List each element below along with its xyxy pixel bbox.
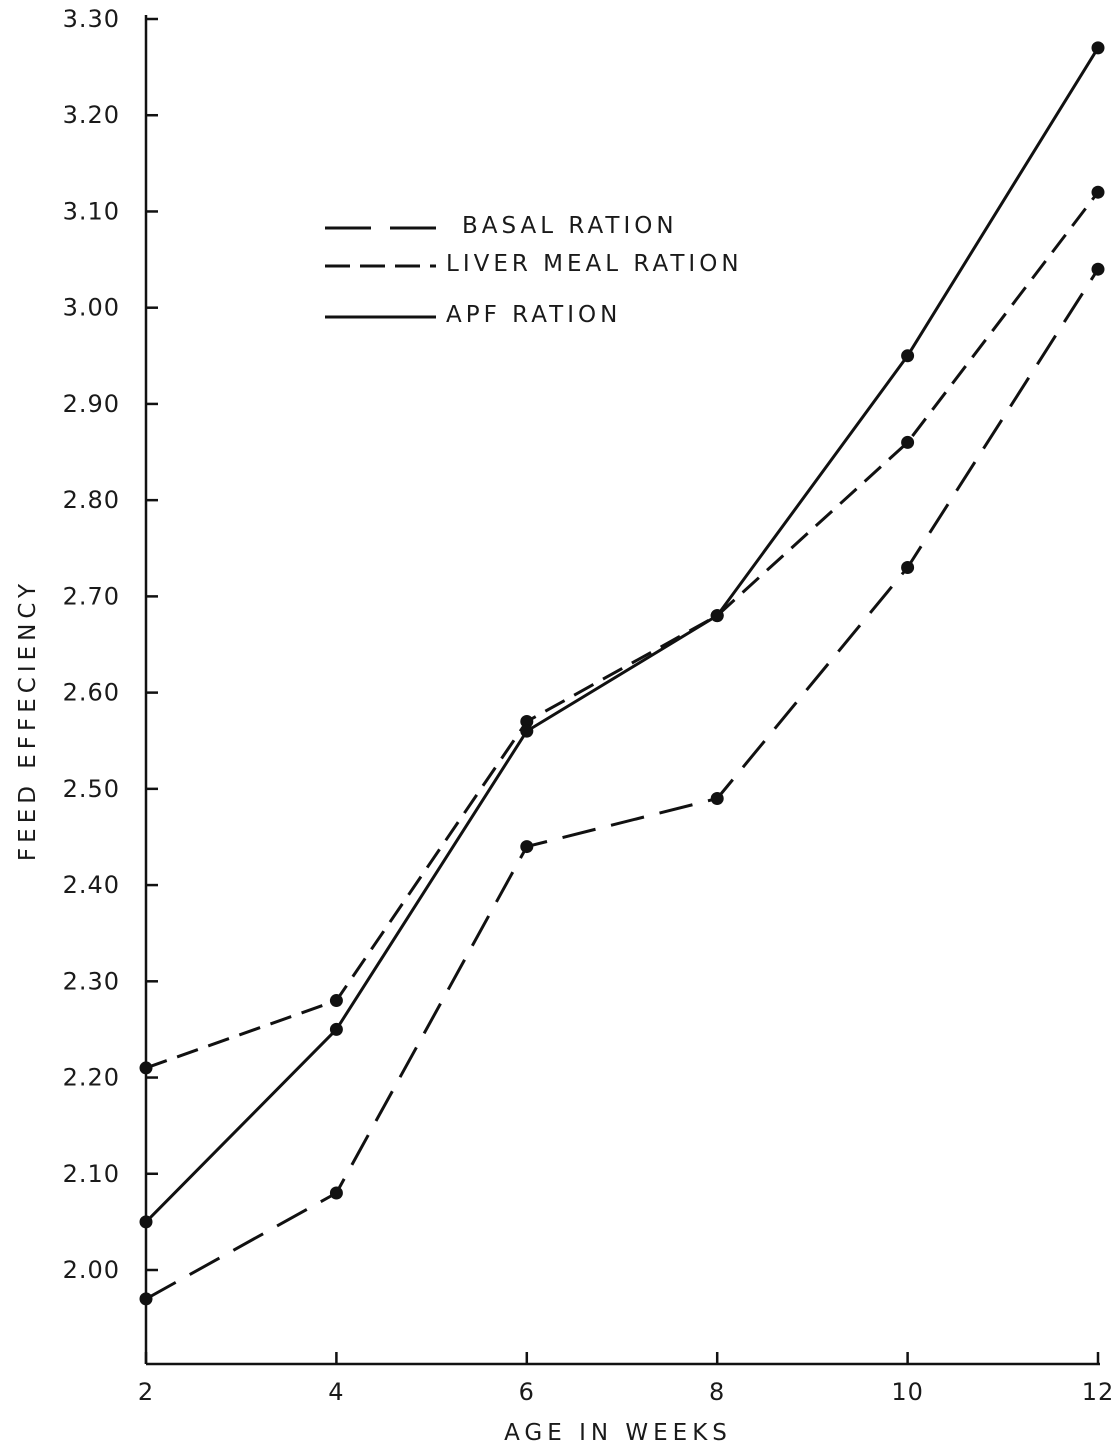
series-line — [145, 191, 1100, 1070]
series-layer — [139, 41, 1105, 1306]
series-basal-ration — [139, 262, 1105, 1306]
series-apf-ration — [139, 41, 1105, 1229]
series-liver-meal-ration — [139, 185, 1105, 1075]
y-tick-label: 2.30 — [63, 967, 120, 995]
y-tick-label: 2.90 — [63, 390, 120, 418]
data-point — [1091, 262, 1105, 276]
axes — [144, 15, 1100, 1366]
data-point — [520, 840, 534, 854]
data-point — [901, 561, 915, 575]
x-tick-label: 8 — [709, 1378, 725, 1406]
legend-label: LIVER MEAL RATION — [446, 251, 743, 277]
data-point — [520, 724, 534, 738]
data-point — [1091, 41, 1105, 55]
y-axis-ticks: 2.00 2.10 2.20 2.30 2.40 2.50 2.60 2.70 2.80 2.90… — [63, 5, 158, 1284]
series-line — [144, 47, 1100, 1223]
y-tick-label: 2.40 — [63, 871, 120, 899]
data-point — [710, 791, 724, 805]
x-tick-label: 4 — [328, 1378, 344, 1406]
x-tick-label: 6 — [519, 1378, 535, 1406]
data-point — [329, 1186, 343, 1200]
legend: BASAL RATION LIVER MEAL RATION APF RATION — [325, 213, 743, 328]
y-axis-title: FEED EFFECIENCY — [15, 579, 41, 861]
x-tick-label: 2 — [138, 1378, 154, 1406]
data-point — [329, 1022, 343, 1036]
y-tick-label: 3.20 — [63, 101, 120, 129]
data-point — [710, 609, 724, 623]
y-tick-label: 2.20 — [63, 1064, 120, 1092]
data-point — [139, 1292, 153, 1306]
y-tick-label: 2.50 — [63, 775, 120, 803]
legend-label: APF RATION — [446, 302, 621, 328]
data-point — [139, 1061, 153, 1075]
y-tick-label: 2.00 — [63, 1256, 120, 1284]
x-axis-ticks: 2 4 6 8 10 12 — [138, 1352, 1111, 1406]
y-tick-label: 2.10 — [63, 1160, 120, 1188]
data-point — [1091, 185, 1105, 199]
series-line — [145, 268, 1100, 1301]
data-point — [901, 349, 915, 363]
x-tick-label: 12 — [1082, 1378, 1111, 1406]
y-tick-label: 2.70 — [63, 582, 120, 610]
y-tick-label: 2.60 — [63, 679, 120, 707]
y-tick-label: 3.00 — [63, 294, 120, 322]
legend-label: BASAL RATION — [462, 213, 678, 239]
x-axis-title: AGE IN WEEKS — [504, 1420, 732, 1446]
data-point — [901, 435, 915, 449]
data-point — [520, 714, 534, 728]
y-tick-label: 2.80 — [63, 486, 120, 514]
data-point — [329, 994, 343, 1008]
data-point — [139, 1215, 153, 1229]
y-tick-label: 3.10 — [63, 197, 120, 225]
x-tick-label: 10 — [891, 1378, 924, 1406]
y-tick-label: 3.30 — [63, 5, 120, 33]
